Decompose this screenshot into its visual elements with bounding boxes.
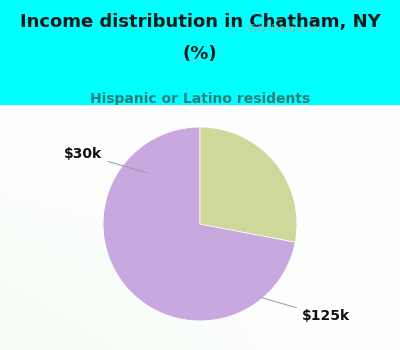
Wedge shape: [200, 127, 297, 242]
Text: Hispanic or Latino residents: Hispanic or Latino residents: [90, 92, 310, 106]
Text: $125k: $125k: [261, 298, 350, 323]
Text: Income distribution in Chatham, NY: Income distribution in Chatham, NY: [20, 13, 380, 32]
Text: City-Data.com: City-Data.com: [248, 25, 322, 35]
Text: (%): (%): [183, 45, 217, 63]
Wedge shape: [103, 127, 295, 321]
Text: ⓘ: ⓘ: [228, 23, 234, 33]
Text: $30k: $30k: [64, 147, 147, 173]
